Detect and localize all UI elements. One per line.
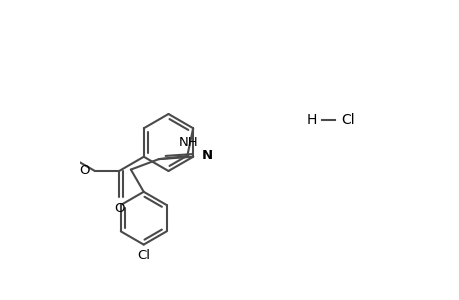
Text: H: H	[306, 113, 316, 127]
Text: Cl: Cl	[137, 249, 150, 262]
Text: O: O	[79, 164, 90, 178]
Text: O: O	[114, 202, 124, 215]
Text: NH: NH	[179, 136, 198, 148]
Text: N: N	[201, 149, 212, 162]
Text: Cl: Cl	[340, 113, 354, 127]
